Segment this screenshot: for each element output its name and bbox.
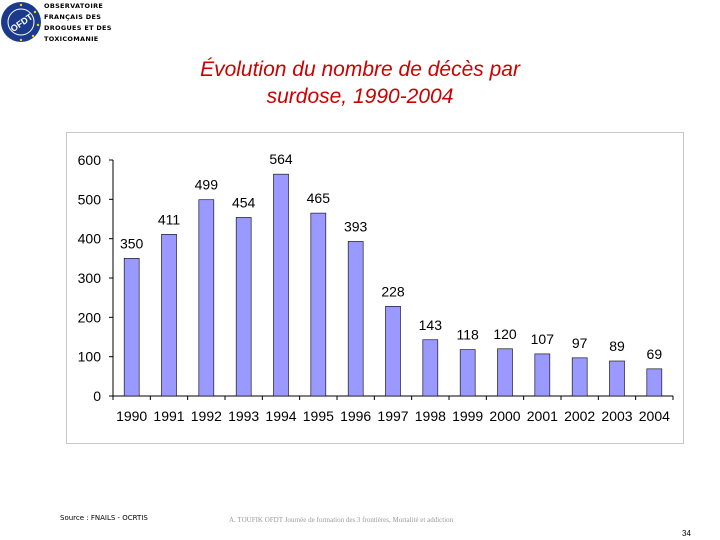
slide-title: Évolution du nombre de décès par surdose… <box>120 56 600 110</box>
bar <box>609 360 625 397</box>
x-tick-label: 1998 <box>415 408 446 424</box>
y-tick-label: 100 <box>78 349 102 365</box>
ofdt-badge-icon: OFDT <box>1 2 41 42</box>
y-tick-label: 500 <box>78 191 102 207</box>
bar <box>347 241 364 397</box>
bar <box>571 357 588 397</box>
bar <box>123 258 140 397</box>
data-label: 228 <box>381 283 405 299</box>
bar <box>161 234 177 397</box>
x-tick-label: 1993 <box>228 408 259 424</box>
bar <box>198 199 215 397</box>
x-tick-label: 1994 <box>265 408 296 424</box>
data-label: 564 <box>269 151 293 167</box>
data-label: 411 <box>158 211 181 227</box>
logo-line-3: DROGUES ET DES <box>44 24 112 32</box>
bar <box>273 173 289 397</box>
y-tick-label: 600 <box>78 152 102 168</box>
x-tick-label: 1999 <box>452 408 483 424</box>
data-label: 89 <box>609 338 625 354</box>
x-tick-label: 1996 <box>340 408 371 424</box>
ofdt-logo: OFDT OBSERVATOIRE FRANÇAIS DES DROGUES E… <box>0 0 111 46</box>
title-line-2: surdose, 1990-2004 <box>266 85 454 108</box>
bar <box>310 212 327 397</box>
source-note: Source : FNAILS - OCRTIS <box>60 514 148 522</box>
x-tick-label: 2003 <box>601 408 632 424</box>
y-tick-label: 0 <box>93 388 101 404</box>
footer-caption: A. TOUFIK OFDT Journée de formation des … <box>229 516 454 524</box>
title-line-1: Évolution du nombre de décès par <box>200 58 520 81</box>
data-label: 118 <box>457 327 480 343</box>
data-label: 499 <box>195 177 219 193</box>
x-tick-label: 2002 <box>564 408 595 424</box>
y-tick-label: 200 <box>78 309 102 325</box>
x-tick-label: 1995 <box>303 408 334 424</box>
bar <box>422 339 439 397</box>
bar <box>497 348 513 397</box>
y-tick-label: 400 <box>78 231 102 247</box>
data-label: 454 <box>232 194 256 210</box>
x-tick-label: 1991 <box>153 408 184 424</box>
x-tick-label: 1992 <box>191 408 222 424</box>
bar <box>534 353 551 397</box>
data-label: 393 <box>344 218 368 234</box>
data-label: 69 <box>647 346 663 362</box>
x-tick-label: 1990 <box>116 408 147 424</box>
y-tick-label: 300 <box>78 270 102 286</box>
data-label: 465 <box>307 190 331 206</box>
x-tick-label: 2000 <box>489 408 520 424</box>
data-label: 143 <box>419 317 443 333</box>
x-tick-label: 2004 <box>639 408 670 424</box>
data-label: 107 <box>531 331 555 347</box>
logo-line-1: OBSERVATOIRE <box>44 2 104 10</box>
data-label: 120 <box>493 326 517 342</box>
page-number: 34 <box>682 529 691 538</box>
logo-line-2: FRANÇAIS DES <box>44 13 102 21</box>
chart-frame: 0 100 200 300 400 500 600 350 1990 411 1991 499 1992… <box>66 132 684 444</box>
x-tick-label: 2001 <box>527 408 558 424</box>
bar <box>646 368 663 397</box>
bar-chart: 0 100 200 300 400 500 600 350 1990 411 1991 499 1992… <box>78 151 674 424</box>
logo-line-4: TOXICOMANIE <box>44 35 99 43</box>
bar <box>459 349 476 397</box>
x-tick-label: 1997 <box>377 408 408 424</box>
bar <box>385 306 401 397</box>
bar <box>235 217 252 397</box>
data-label: 97 <box>572 335 588 351</box>
data-label: 350 <box>120 235 144 251</box>
